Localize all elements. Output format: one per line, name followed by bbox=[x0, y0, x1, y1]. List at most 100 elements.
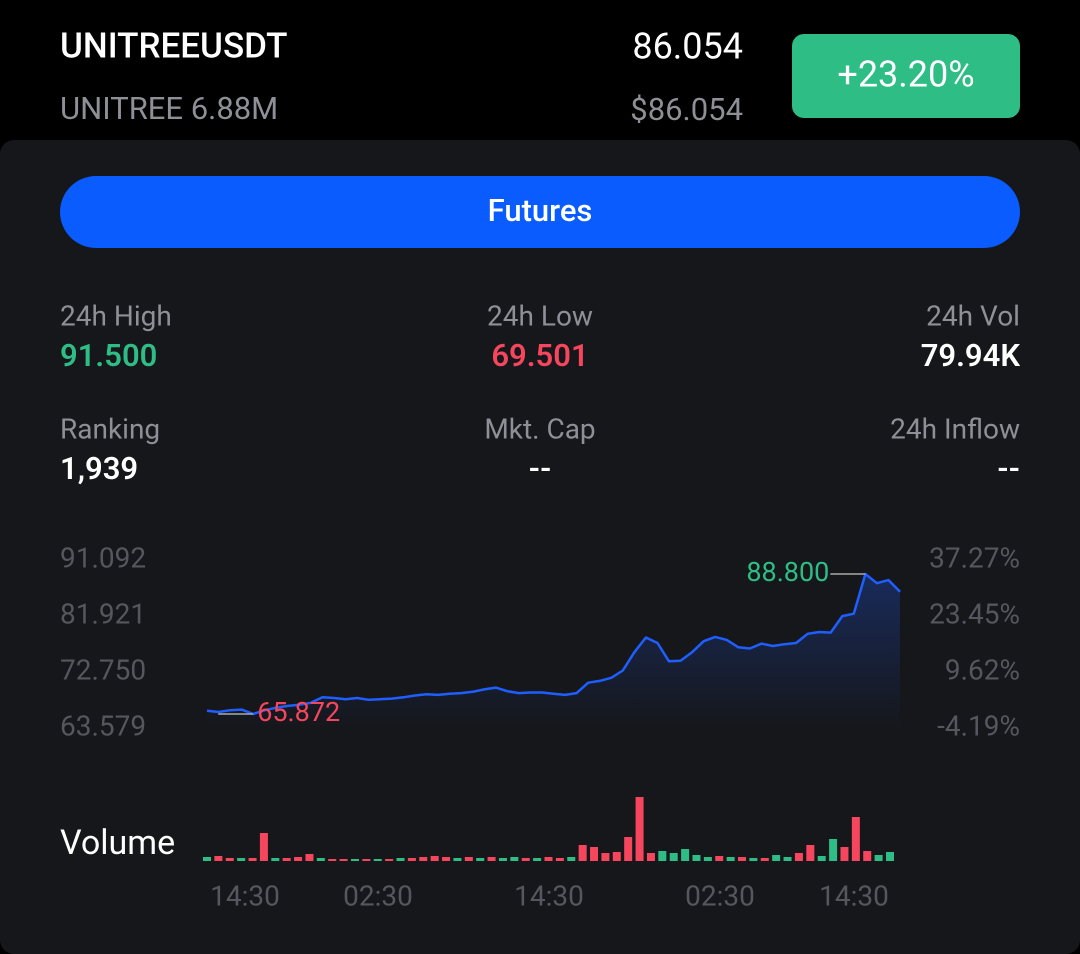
stat-value: -- bbox=[997, 450, 1020, 487]
subtitle: UNITREE 6.88M bbox=[60, 90, 278, 127]
x-tick-label: 02:30 bbox=[343, 879, 413, 912]
volume-bar bbox=[350, 859, 359, 861]
volume-bar bbox=[544, 857, 553, 861]
volume-bar bbox=[635, 797, 644, 861]
x-tick-label: 14:30 bbox=[819, 879, 889, 912]
volume-title: Volume bbox=[60, 823, 175, 863]
volume-bar bbox=[442, 857, 451, 861]
x-tick-label: 14:30 bbox=[210, 879, 280, 912]
volume-bar bbox=[464, 857, 473, 861]
volume-bar bbox=[612, 852, 621, 861]
stat-value: 79.94K bbox=[921, 337, 1021, 374]
x-tick-label: 02:30 bbox=[685, 879, 755, 912]
volume-bar bbox=[658, 851, 667, 861]
y-tick-label: 81.921 bbox=[60, 597, 146, 630]
volume-bar bbox=[555, 858, 564, 861]
volume-bar bbox=[419, 857, 428, 861]
stat-label: 24h Low bbox=[487, 299, 593, 332]
volume-bar bbox=[817, 856, 826, 861]
volume-bar bbox=[806, 845, 815, 861]
stats: 24h High 91.500 24h Low 69.501 24h Vol 79.94K… bbox=[60, 299, 1020, 487]
volume-bar bbox=[396, 858, 405, 861]
volume-bar bbox=[601, 853, 610, 861]
price-chart: 63.579 72.750 81.921 91.092 -4.19% 9.62% 23.45… bbox=[60, 541, 1020, 912]
volume-bar bbox=[681, 849, 690, 861]
stat-label: 24h Vol bbox=[926, 299, 1020, 332]
y2-tick-label: 37.27% bbox=[929, 541, 1020, 574]
volume-bar bbox=[590, 847, 599, 861]
volume-bar bbox=[510, 857, 519, 861]
stat-label: Mkt. Cap bbox=[484, 412, 595, 445]
volume-bar bbox=[498, 858, 507, 861]
futures-button[interactable] bbox=[60, 176, 1020, 248]
volume-bar bbox=[749, 858, 758, 861]
high-label: 88.800 bbox=[746, 556, 829, 588]
volume-bar bbox=[669, 853, 678, 861]
futures-label: Futures bbox=[488, 192, 593, 229]
volume-bar bbox=[703, 857, 712, 861]
price: 86.054 bbox=[632, 26, 743, 68]
stat-label: 24h High bbox=[60, 299, 172, 332]
symbol: UNITREEUSDT bbox=[60, 25, 288, 66]
volume-bar bbox=[430, 856, 439, 861]
volume-bar bbox=[567, 857, 576, 861]
volume-bar bbox=[863, 851, 872, 861]
volume-bar bbox=[738, 857, 747, 861]
price-area bbox=[207, 574, 900, 728]
volume-bar bbox=[271, 858, 280, 861]
volume-bar bbox=[237, 858, 246, 861]
volume-bar bbox=[874, 855, 883, 861]
volume-bar bbox=[282, 858, 291, 861]
volume-bar bbox=[214, 856, 223, 861]
volume-bar bbox=[886, 852, 894, 861]
volume-bar bbox=[646, 853, 655, 861]
volume-bar bbox=[829, 839, 838, 861]
volume-bar bbox=[840, 847, 849, 861]
volume-bar bbox=[578, 845, 587, 861]
volume-bar bbox=[248, 858, 257, 861]
price-line bbox=[206, 572, 901, 716]
y2-tick-label: 9.62% bbox=[945, 653, 1020, 686]
volume-bar bbox=[726, 857, 735, 861]
volume-bar bbox=[760, 858, 769, 861]
volume-bar bbox=[487, 857, 496, 861]
volume-bar bbox=[259, 833, 268, 861]
volume-bar bbox=[794, 853, 803, 861]
stat-value: 91.500 bbox=[60, 337, 157, 374]
volume-bar bbox=[533, 858, 542, 861]
price-usd: $86.054 bbox=[630, 91, 743, 128]
x-tick-label: 14:30 bbox=[514, 879, 584, 912]
change-badge[interactable] bbox=[792, 34, 1020, 118]
volume-bar bbox=[692, 855, 701, 861]
stat-label: Ranking bbox=[60, 412, 160, 445]
y-tick-label: 63.579 bbox=[60, 709, 146, 742]
stat-value: 69.501 bbox=[491, 337, 588, 374]
volume-bar bbox=[772, 855, 781, 861]
low-label: 65.872 bbox=[257, 696, 340, 728]
volume-bar bbox=[783, 857, 792, 861]
stat-value: 1,939 bbox=[60, 450, 138, 487]
volume-bar bbox=[373, 859, 382, 861]
volume-bar bbox=[305, 854, 314, 861]
volume-bar bbox=[294, 857, 303, 861]
volume-bar bbox=[339, 859, 348, 861]
volume-bar bbox=[203, 857, 211, 861]
volume-bar bbox=[453, 858, 462, 861]
y2-tick-label: -4.19% bbox=[937, 709, 1020, 742]
volume-bar bbox=[225, 858, 234, 861]
y-tick-label: 91.092 bbox=[60, 541, 146, 574]
volume-bar bbox=[328, 859, 337, 861]
y2-tick-label: 23.45% bbox=[929, 597, 1020, 630]
volume-bar bbox=[624, 837, 633, 861]
volume-bar bbox=[476, 858, 485, 861]
card bbox=[0, 140, 1080, 954]
volume-bar bbox=[715, 856, 724, 861]
volume-bar bbox=[851, 817, 860, 861]
volume-bar bbox=[316, 858, 325, 861]
volume-bar bbox=[407, 858, 416, 861]
y-tick-label: 72.750 bbox=[60, 653, 146, 686]
change: +23.20% bbox=[837, 54, 974, 96]
volume-bar bbox=[521, 858, 530, 861]
